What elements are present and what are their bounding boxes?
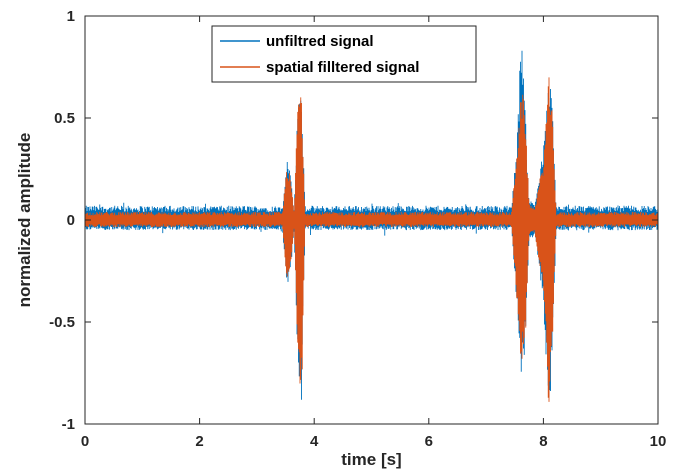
x-tick-label: 8	[539, 433, 547, 450]
legend-entry-unfiltred: unfiltred signal	[266, 33, 374, 50]
legend-box	[211, 25, 477, 83]
legend-entry-spatial-filtered: spatial filltered signal	[266, 59, 419, 76]
axis-ticks: 0 2 4 6 8 10 -1 -0.5 0 0.5 1	[49, 8, 666, 450]
y-tick-label: 0.5	[54, 110, 75, 127]
legend: unfiltred signal spatial filltered signa…	[211, 25, 477, 83]
x-axis-label: time [s]	[341, 450, 401, 469]
y-axis-label: normalized amplitude	[15, 133, 34, 308]
x-tick-label: 4	[310, 433, 319, 450]
x-tick-label: 6	[425, 433, 433, 450]
y-tick-label: 1	[67, 8, 75, 25]
y-tick-label: 0	[67, 212, 75, 229]
x-tick-label: 2	[195, 433, 203, 450]
y-tick-label: -0.5	[49, 314, 75, 331]
y-tick-label: -1	[62, 416, 75, 433]
x-tick-label: 0	[81, 433, 89, 450]
x-tick-label: 10	[650, 433, 667, 450]
